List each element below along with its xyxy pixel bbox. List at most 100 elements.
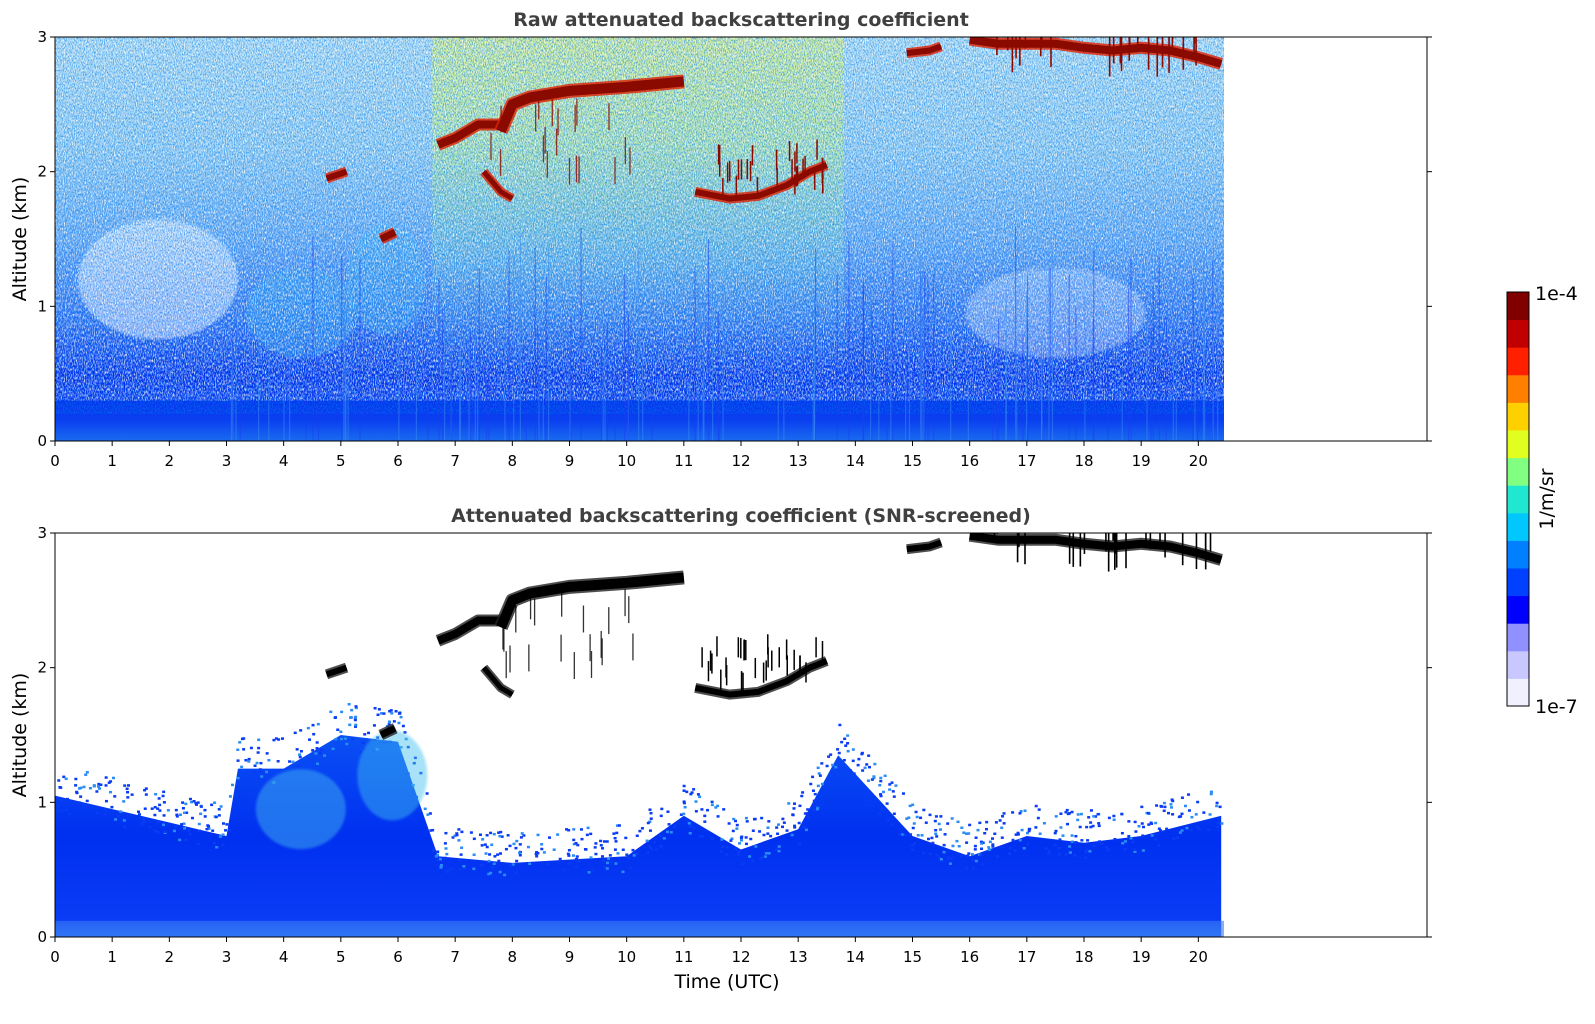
screened-edge-pixel [240,765,244,769]
screened-edge-pixel [1037,808,1041,811]
screened-edge-pixel [187,829,191,832]
screened-edge-pixel [1070,810,1074,814]
x-tick-label: 19 [1132,452,1151,470]
screened-edge-pixel [991,845,995,848]
raw-streak [1022,335,1024,441]
screened-edge-pixel [104,776,108,779]
cloud-streak [624,589,626,617]
screened-edge-pixel [157,797,161,800]
screened-edge-pixel [1150,834,1154,837]
cloud-streak [1024,533,1026,565]
screened-edge-pixel [311,723,315,727]
screened-edge-pixel [930,836,934,840]
screened-edge-pixel [980,842,984,845]
screened-edge-pixel [218,835,222,838]
screened-edge-pixel [1208,813,1212,816]
screened-edge-pixel [907,816,911,819]
screened-edge-pixel [1216,825,1220,829]
cloud-streak [1112,37,1115,64]
raw-streak [991,382,994,441]
cloud-streak [544,126,546,154]
screened-edge-pixel [587,871,591,874]
screened-edge-pixel [392,720,396,723]
screened-edge-pixel [207,827,211,830]
screened-edge-pixel [714,806,718,809]
screened-edge-pixel [888,783,892,786]
screened-edge-pixel [498,870,502,874]
screened-edge-pixel [1047,851,1051,855]
screened-edge-pixel [710,800,714,804]
x-tick-label: 15 [903,452,922,470]
cloud-streak [590,651,593,678]
screened-edge-pixel [457,839,461,842]
screened-edge-pixel [933,819,937,823]
screened-edge-pixel [1058,838,1062,841]
screened-edge-pixel [883,774,887,778]
screened-edge-pixel [815,807,819,811]
screened-edge-pixel [647,844,651,848]
screened-edge-pixel [943,833,947,836]
cloud-streak [794,151,796,172]
cloud-streak [1068,533,1071,564]
screened-edge-pixel [1073,841,1077,844]
screened-edge-pixel [489,831,493,835]
screened-edge-pixel [942,850,946,854]
screened-edge-pixel [938,856,942,860]
screened-edge-pixel [388,709,392,713]
screened-edge-pixel [390,712,394,715]
cloud-streak [551,99,553,127]
screened-edge-pixel [509,864,513,868]
screened-edge-pixel [348,723,352,727]
screened-edge-pixel [840,740,844,744]
screened-edge-pixel [150,807,154,810]
screened-edge-pixel [227,829,231,832]
screened-edge-pixel [174,824,178,828]
screened-edge-pixel [221,843,225,847]
raw-streak [702,365,704,441]
cloud-streak [533,598,536,626]
colorbar-segment [1507,402,1529,431]
screened-edge-pixel [481,838,485,841]
colorbar-segment [1507,430,1529,459]
screened-edge-pixel [1054,815,1058,818]
screened-edge-pixel [614,862,618,865]
screened-edge-pixel [485,845,489,849]
screened-edge-pixel [311,749,315,752]
screened-edge-pixel [816,806,820,809]
screened-edge-pixel [689,825,693,828]
screened-edge-pixel [1165,827,1169,831]
cloud-streak [754,657,757,679]
cloud-streak [728,161,731,182]
screened-edge-pixel [156,807,160,810]
screened-edge-pixel [621,848,625,852]
screened-edge-pixel [143,788,147,792]
screened-edge-pixel [354,725,358,728]
screened-edge-pixel [822,785,826,789]
screened-edge-pixel [1085,825,1089,829]
screened-edge-pixel [606,861,610,865]
x-tick-label: 10 [617,452,636,470]
screened-edge-pixel [572,828,576,831]
screened-edge-pixel [931,841,935,845]
screened-edge-pixel [576,843,580,847]
screened-edge-pixel [542,851,546,854]
screened-edge-pixel [1107,816,1111,820]
screened-edge-pixel [561,868,565,872]
screened-edge-pixel [478,833,482,837]
screened-edge-pixel [567,828,571,832]
screened-edge-pixel [914,810,918,814]
screened-surface-layer [55,920,1225,937]
cloud-streak [996,37,998,56]
screened-edge-pixel [514,846,518,850]
screened-edge-pixel [649,817,653,820]
screened-edge-pixel [775,826,779,829]
raw-streak [508,250,510,441]
screened-edge-pixel [666,810,670,813]
screened-edge-pixel [1067,812,1071,815]
screened-edge-pixel [172,829,176,833]
x-tick-label: 5 [336,948,346,966]
screened-edge-pixel [354,705,358,708]
cloud-streak [1125,533,1127,569]
raw-streak [1107,343,1109,441]
